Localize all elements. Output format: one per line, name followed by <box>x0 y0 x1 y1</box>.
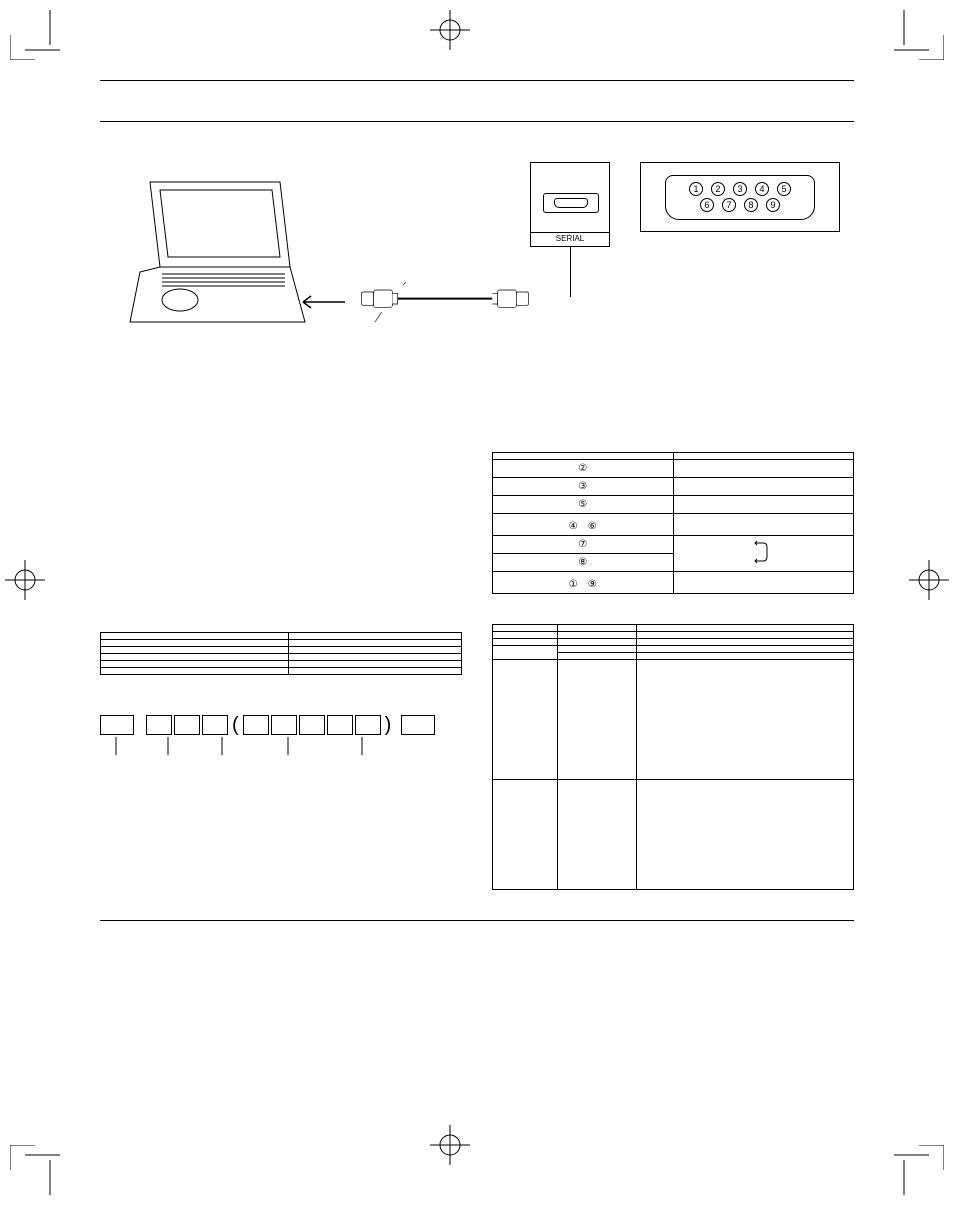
short-circuit-cell <box>673 536 854 572</box>
command-format-diagram: ( ) <box>100 715 462 795</box>
table-row <box>493 646 854 653</box>
reg-left <box>5 560 45 600</box>
parameter-table <box>492 624 854 890</box>
reg-top <box>430 10 470 50</box>
pin-row-top: 1 2 3 4 5 <box>689 182 791 196</box>
paren-open: ( <box>230 715 241 735</box>
table-row <box>493 625 854 632</box>
db9-connector-icon: 1 2 3 4 5 6 7 8 9 <box>665 175 815 220</box>
cmd-box <box>271 715 297 735</box>
connector-line <box>570 247 571 297</box>
laptop-icon <box>110 172 310 345</box>
table-row <box>493 639 854 646</box>
table-row <box>101 661 462 668</box>
right-column: ② ③ ⑤ ④ ⑥ ⑦ ⑧ ① ⑨ <box>492 452 854 890</box>
table-row <box>493 660 854 780</box>
pinout-box: 1 2 3 4 5 6 7 8 9 <box>640 162 840 232</box>
cmd-leader-lines <box>100 737 440 777</box>
cmd-box <box>401 715 435 735</box>
table-row <box>101 647 462 654</box>
serial-port-box: SERIAL <box>530 162 610 247</box>
table-row <box>101 668 462 675</box>
table-row <box>101 633 462 640</box>
serial-label: SERIAL <box>531 232 609 243</box>
reg-bottom <box>430 1125 470 1165</box>
rule-bottom <box>100 920 854 921</box>
left-column: ( ) <box>100 452 462 890</box>
cmd-box <box>355 715 381 735</box>
crop-bottom-right <box>894 1145 944 1195</box>
crop-top-left <box>10 10 60 60</box>
table-row <box>101 654 462 661</box>
table-row: ③ <box>493 478 854 496</box>
table-row: ① ⑨ <box>493 572 854 594</box>
table-row: ⑦ <box>493 536 854 554</box>
table-row: ④ ⑥ <box>493 514 854 536</box>
table-row <box>493 453 854 460</box>
serial-port-icon <box>543 193 599 213</box>
table-row: ② <box>493 460 854 478</box>
comm-spec-table <box>100 632 462 675</box>
table-row: ⑤ <box>493 496 854 514</box>
cmd-box <box>146 715 172 735</box>
crop-top-right <box>894 10 944 60</box>
cmd-box <box>100 715 134 735</box>
pin-row-bottom: 6 7 8 9 <box>700 198 780 212</box>
tables-section: ( ) ② ③ ⑤ <box>100 452 854 890</box>
connection-diagram: SERIAL 1 2 3 4 5 6 7 8 9 <box>100 162 854 392</box>
pin-assignment-table: ② ③ ⑤ ④ ⑥ ⑦ ⑧ ① ⑨ <box>492 452 854 594</box>
cmd-box <box>174 715 200 735</box>
page-content: SERIAL 1 2 3 4 5 6 7 8 9 <box>100 80 854 921</box>
crop-bottom-left <box>10 1145 60 1195</box>
cmd-box <box>327 715 353 735</box>
table-row <box>493 632 854 639</box>
table-row <box>493 780 854 890</box>
table-row <box>101 640 462 647</box>
cmd-box <box>299 715 325 735</box>
cable-icon <box>320 282 570 325</box>
paren-close: ) <box>383 715 394 735</box>
cmd-box <box>202 715 228 735</box>
cmd-box <box>243 715 269 735</box>
rule-sub <box>100 121 854 122</box>
reg-right <box>909 560 949 600</box>
